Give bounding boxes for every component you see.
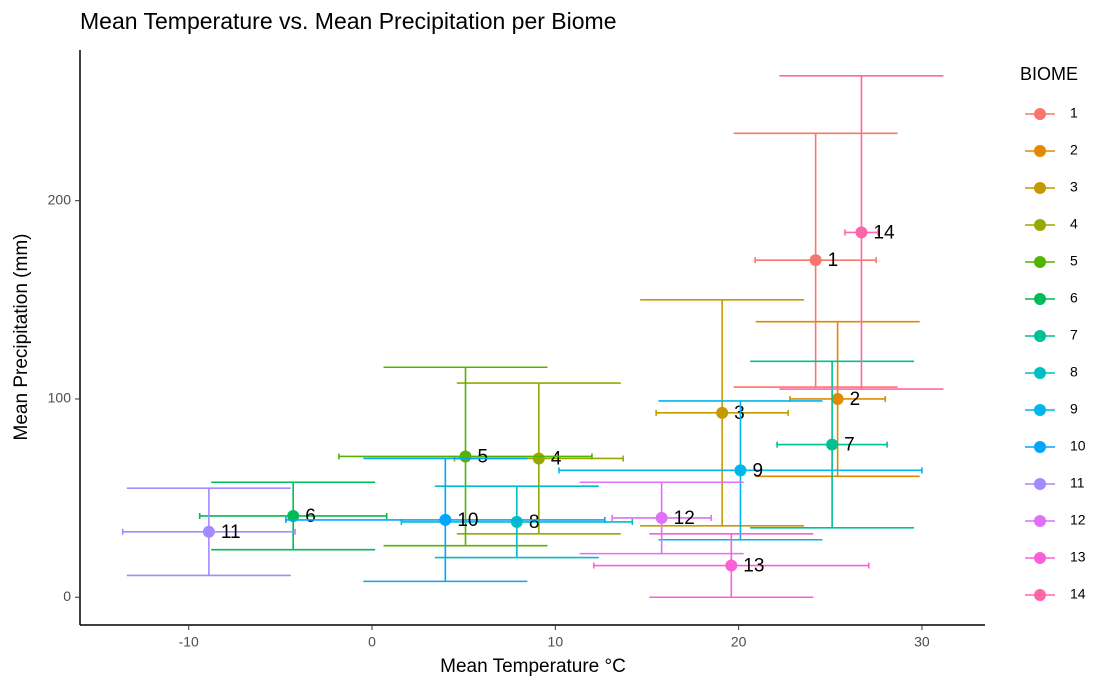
legend-key-point xyxy=(1034,108,1046,120)
legend-label: 8 xyxy=(1070,364,1078,380)
legend-label: 5 xyxy=(1070,253,1078,269)
legend-label: 13 xyxy=(1070,549,1086,565)
legend-key-point xyxy=(1034,182,1046,194)
legend-label: 11 xyxy=(1070,475,1085,491)
legend-title: BIOME xyxy=(1020,64,1078,84)
point-label: 11 xyxy=(221,522,241,543)
point xyxy=(716,406,729,419)
legend-label: 10 xyxy=(1070,438,1086,454)
point xyxy=(855,226,868,239)
point-label: 9 xyxy=(752,460,763,481)
point xyxy=(831,392,844,405)
x-tick-label: 0 xyxy=(368,634,376,650)
legend-label: 4 xyxy=(1070,216,1078,232)
point xyxy=(532,452,545,465)
legend-key-point xyxy=(1034,219,1046,231)
point-label: 13 xyxy=(743,556,764,577)
x-tick-label: 10 xyxy=(548,634,564,650)
point xyxy=(287,509,300,522)
legend-key-point xyxy=(1034,441,1046,453)
point xyxy=(725,559,738,572)
legend-key-point xyxy=(1034,478,1046,490)
point xyxy=(459,450,472,463)
legend-label: 3 xyxy=(1070,179,1078,195)
point xyxy=(809,254,822,267)
point xyxy=(510,515,523,528)
legend-label: 6 xyxy=(1070,290,1078,306)
point-label: 2 xyxy=(850,389,861,410)
point-label: 1 xyxy=(828,250,839,271)
legend-key-point xyxy=(1034,404,1046,416)
chart-title: Mean Temperature vs. Mean Precipitation … xyxy=(80,8,617,34)
point xyxy=(826,438,839,451)
y-axis-label: Mean Precipitation (mm) xyxy=(11,234,32,441)
legend-key-point xyxy=(1034,552,1046,564)
legend-label: 7 xyxy=(1070,327,1078,343)
x-axis-label: Mean Temperature °C xyxy=(440,656,626,677)
x-tick-label: 20 xyxy=(731,634,747,650)
point xyxy=(439,513,452,526)
y-tick-label: 0 xyxy=(63,588,71,604)
y-tick-label: 200 xyxy=(48,191,72,207)
y-tick-label: 100 xyxy=(48,390,72,406)
x-tick-label: -10 xyxy=(179,634,199,650)
point xyxy=(734,464,747,477)
point-label: 14 xyxy=(873,222,895,243)
x-tick-label: 30 xyxy=(914,634,930,650)
point-label: 12 xyxy=(674,508,695,529)
point-label: 6 xyxy=(305,506,316,527)
legend-key-point xyxy=(1034,330,1046,342)
legend-label: 9 xyxy=(1070,401,1078,417)
legend-label: 2 xyxy=(1070,142,1078,158)
point-label: 3 xyxy=(734,403,745,424)
legend-key-point xyxy=(1034,293,1046,305)
point xyxy=(655,511,668,524)
legend-key-point xyxy=(1034,367,1046,379)
legend-key-point xyxy=(1034,589,1046,601)
legend-label: 1 xyxy=(1070,105,1078,121)
legend-key-point xyxy=(1034,515,1046,527)
point-label: 10 xyxy=(457,510,478,531)
legend-key-point xyxy=(1034,145,1046,157)
point-label: 8 xyxy=(529,512,540,533)
point-label: 7 xyxy=(844,435,855,456)
legend-label: 14 xyxy=(1070,586,1086,602)
legend-label: 12 xyxy=(1070,512,1086,528)
point-label: 5 xyxy=(478,446,489,467)
legend-key-point xyxy=(1034,256,1046,268)
point-label: 4 xyxy=(551,448,562,469)
point xyxy=(202,525,215,538)
